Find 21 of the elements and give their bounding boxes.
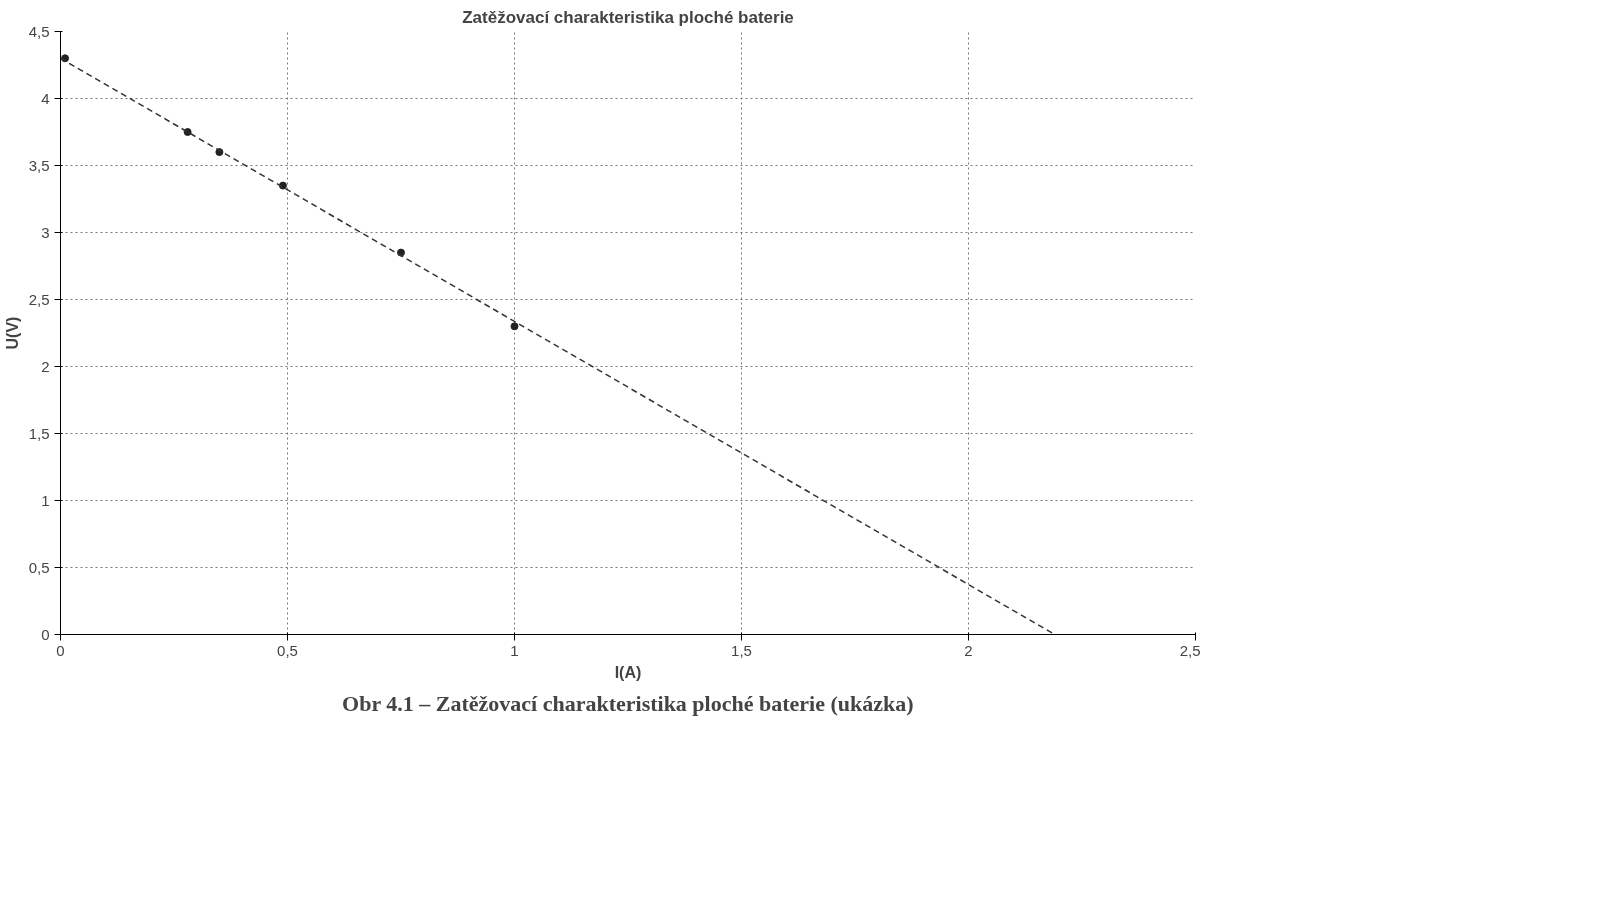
y-axis-title: U(V): [3, 316, 21, 350]
x-tick-label: 1,5: [731, 641, 752, 659]
x-tick-label: 2,5: [1179, 641, 1201, 659]
x-tick-label: 2: [964, 641, 973, 659]
y-tick-label: 2,5: [28, 290, 50, 308]
x-tick-label: 1: [510, 641, 519, 659]
y-tick-label: 3: [41, 223, 50, 241]
point: [510, 322, 519, 331]
x-axis-title: I(A): [614, 663, 642, 681]
y-tick-label: 3,5: [28, 156, 50, 174]
x-tick-label: 0: [56, 641, 65, 659]
y-tick-label: 0,5: [28, 558, 50, 576]
chart-title: Zatěžovací charakteristika ploché baterie: [462, 7, 794, 27]
text: Obr 4.1 – Zatěžovací charakteristika ploché baterie (ukázka): [342, 690, 914, 716]
y-tick-label: 4: [41, 89, 50, 107]
y-tick-label: 0: [41, 625, 50, 643]
y-tick-label: 1,5: [28, 424, 50, 442]
y-tick-label: 4,5: [28, 22, 50, 40]
y-tick-label: 1: [41, 491, 50, 509]
y-tick-label: 2: [41, 357, 50, 375]
x-tick-label: 0,5: [277, 641, 298, 659]
